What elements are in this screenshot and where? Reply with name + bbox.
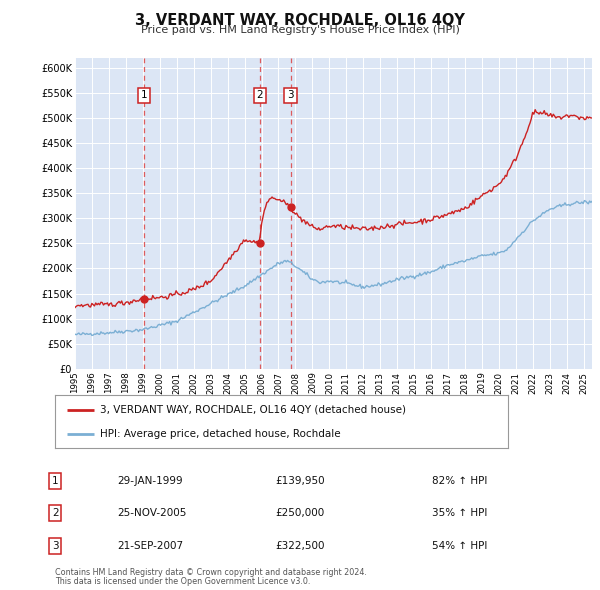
Text: 25-NOV-2005: 25-NOV-2005 <box>117 509 187 518</box>
Text: 54% ↑ HPI: 54% ↑ HPI <box>432 541 487 550</box>
Text: 2: 2 <box>257 90 263 100</box>
Text: Contains HM Land Registry data © Crown copyright and database right 2024.: Contains HM Land Registry data © Crown c… <box>55 568 367 576</box>
Text: £139,950: £139,950 <box>275 476 325 486</box>
Text: HPI: Average price, detached house, Rochdale: HPI: Average price, detached house, Roch… <box>101 429 341 439</box>
Text: 21-SEP-2007: 21-SEP-2007 <box>117 541 183 550</box>
Text: 3: 3 <box>52 541 59 550</box>
Text: 29-JAN-1999: 29-JAN-1999 <box>117 476 182 486</box>
Text: Price paid vs. HM Land Registry's House Price Index (HPI): Price paid vs. HM Land Registry's House … <box>140 25 460 35</box>
Text: 3, VERDANT WAY, ROCHDALE, OL16 4QY: 3, VERDANT WAY, ROCHDALE, OL16 4QY <box>135 13 465 28</box>
Text: 1: 1 <box>141 90 148 100</box>
Text: 35% ↑ HPI: 35% ↑ HPI <box>432 509 487 518</box>
Text: 82% ↑ HPI: 82% ↑ HPI <box>432 476 487 486</box>
Text: £250,000: £250,000 <box>275 509 325 518</box>
Text: 1: 1 <box>52 476 59 486</box>
Text: This data is licensed under the Open Government Licence v3.0.: This data is licensed under the Open Gov… <box>55 577 311 586</box>
Text: 3, VERDANT WAY, ROCHDALE, OL16 4QY (detached house): 3, VERDANT WAY, ROCHDALE, OL16 4QY (deta… <box>101 405 407 415</box>
Text: 2: 2 <box>52 509 59 518</box>
Text: 3: 3 <box>287 90 294 100</box>
Text: £322,500: £322,500 <box>275 541 325 550</box>
